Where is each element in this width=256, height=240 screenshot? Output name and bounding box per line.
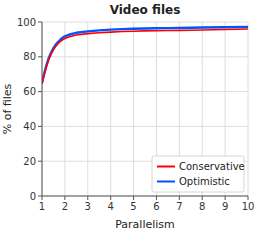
x-tick-label: 3 [85,201,91,212]
legend-swatch [157,181,175,183]
x-axis [42,196,248,197]
y-axis-label: % of files [1,83,14,134]
x-tick-label: 7 [176,201,182,212]
x-tick [87,196,88,200]
x-tick-label: 9 [222,201,228,212]
grid-line-x [64,22,65,196]
x-tick [42,196,43,200]
grid-line-x [42,22,43,196]
y-tick-label: 60 [23,86,36,97]
series-line [42,29,248,83]
y-tick-label: 100 [17,17,36,28]
x-tick [202,196,203,200]
grid-line-y [42,196,248,197]
grid-line-y [42,22,248,23]
y-tick [38,161,42,162]
y-axis [42,22,43,196]
legend: Conservative Optimistic [152,156,245,192]
y-tick [38,126,42,127]
grid-line-y [42,126,248,127]
x-tick [248,196,249,200]
x-tick-label: 10 [242,201,255,212]
title: Video files [110,3,181,17]
x-tick [64,196,65,200]
grid-line-y [42,56,248,57]
grid-line-x [87,22,88,196]
x-axis-label: Parallelism [115,218,175,231]
y-tick-label: 80 [23,51,36,62]
legend-swatch [157,166,175,168]
plot-lines [42,27,248,83]
x-tick [225,196,226,200]
legend-label: Conservative [179,161,245,172]
y-tick [38,56,42,57]
grid-line-y [42,91,248,92]
grid-line-x [248,22,249,196]
x-tick [156,196,157,200]
x-tick-label: 4 [107,201,113,212]
y-tick [38,91,42,92]
y-tick-label: 20 [23,156,36,167]
grid-line-x [133,22,134,196]
x-tick-label: 8 [199,201,205,212]
x-tick-label: 1 [39,201,45,212]
series-line [42,27,248,83]
y-tick-label: 40 [23,121,36,132]
x-tick-label: 5 [130,201,136,212]
y-tick [38,22,42,23]
x-tick [110,196,111,200]
legend-label: Optimistic [179,176,230,187]
x-tick [179,196,180,200]
x-tick-label: 6 [153,201,159,212]
legend-box [152,156,244,192]
x-tick-label: 2 [62,201,68,212]
y-tick-label: 0 [30,191,36,202]
y-tick [38,196,42,197]
grid-line-x [110,22,111,196]
chart: 12345678910020406080100ConservativeOptim… [0,0,256,240]
x-tick [133,196,134,200]
